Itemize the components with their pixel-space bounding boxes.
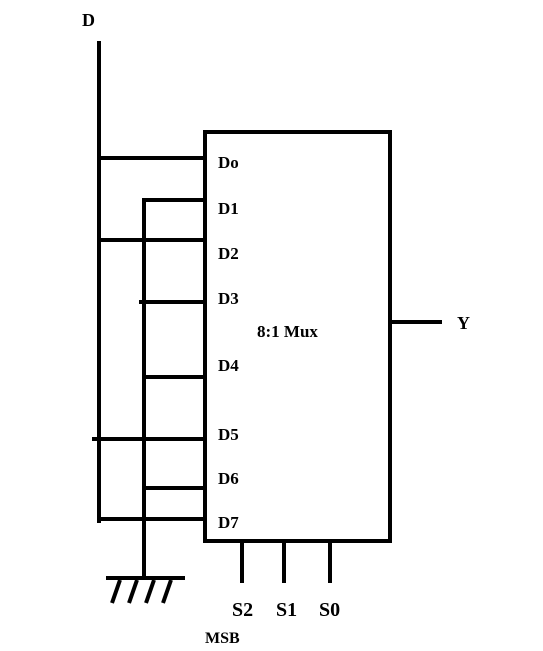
select-label-s1: S1	[276, 599, 297, 621]
mux-block	[203, 130, 392, 543]
pin-label-d6: D6	[218, 469, 239, 488]
pin-label-d2: D2	[218, 244, 239, 263]
pin-label-d5: D5	[218, 425, 239, 444]
pin-label-d1: D1	[218, 199, 239, 218]
select-label-s0: S0	[319, 599, 340, 621]
input-d-label: D	[82, 10, 95, 30]
pin-label-d0: Do	[218, 153, 239, 172]
msb-label: MSB	[205, 630, 240, 647]
pin-label-d7: D7	[218, 513, 239, 532]
output-y-label: Y	[457, 313, 470, 333]
select-label-s2: S2	[232, 599, 253, 621]
pin-label-d4: D4	[218, 356, 239, 375]
ground-icon	[106, 576, 185, 604]
mux-title: 8:1 Mux	[257, 322, 318, 341]
pin-label-d3: D3	[218, 289, 239, 308]
